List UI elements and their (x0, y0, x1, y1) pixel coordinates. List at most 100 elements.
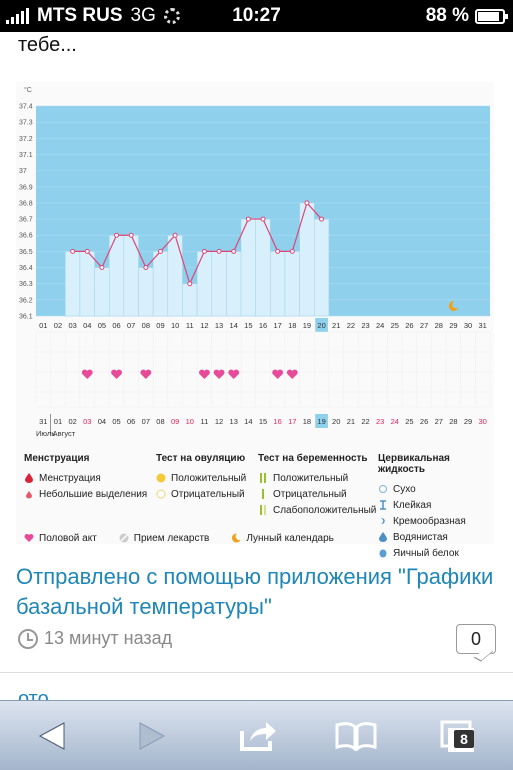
legend-cervical: Цервикальная жидкость Сухо Клейкая Кремо… (378, 453, 494, 561)
book-icon (335, 722, 377, 751)
heart-marker (272, 369, 284, 379)
date-label: 21 (347, 417, 355, 426)
cycle-day-label: 29 (449, 321, 457, 330)
legend-label: Менструация (39, 472, 101, 484)
y-tick-label: 37 (19, 168, 27, 175)
legend-label: Прием лекарств (133, 532, 210, 544)
cycle-day-label: 17 (273, 321, 281, 330)
small-drop-icon (26, 491, 32, 499)
legend-menstruation: Менструация Менструация Небольшие выделе… (24, 453, 147, 502)
bookmarks-button[interactable] (334, 715, 378, 757)
legend-label: Лунный календарь (246, 532, 334, 544)
temp-bar (226, 251, 242, 317)
share-button[interactable] (236, 715, 280, 757)
legend-ovulation: Тест на овуляцию Положительный Отрицател… (156, 453, 246, 502)
dry-icon (379, 485, 387, 493)
temp-point (99, 265, 105, 271)
cycle-day-label: 06 (112, 321, 120, 330)
date-label: 26 (420, 417, 428, 426)
heart-marker (213, 369, 225, 379)
temp-bar (314, 218, 330, 317)
watery-icon (379, 532, 387, 542)
tabs-count-badge: 8 (454, 730, 474, 748)
temp-point (172, 232, 178, 238)
date-label: 20 (332, 417, 340, 426)
date-label: 17 (288, 417, 296, 426)
date-label: 23 (376, 417, 384, 426)
heart-marker (199, 369, 210, 379)
date-label: 28 (449, 417, 457, 426)
date-label: 12 (215, 417, 223, 426)
y-tick-label: 36.2 (19, 297, 33, 304)
cycle-day-label: 02 (54, 321, 62, 330)
temp-point (157, 248, 163, 254)
cycle-day-label: 10 (171, 321, 179, 330)
legend-heading: Менструация (24, 453, 90, 464)
temp-point (84, 248, 90, 254)
date-label: 29 (464, 417, 472, 426)
temp-bar (240, 218, 256, 317)
empty-circle-icon (156, 489, 166, 499)
clock-icon (18, 628, 38, 649)
temp-point (216, 248, 222, 254)
cycle-day-label: 09 (156, 321, 164, 330)
cycle-day-label: 19 (303, 321, 311, 330)
post-meta: 13 минут назад (18, 628, 172, 649)
chart-legend: Менструация Менструация Небольшие выделе… (16, 445, 494, 559)
cycle-day-label: 07 (127, 321, 135, 330)
double-stripe-icon (260, 473, 266, 483)
temp-point (128, 232, 134, 238)
cycle-day-label: 25 (391, 321, 399, 330)
legend-label: Положительный (273, 472, 349, 484)
cycle-day-label: 24 (376, 321, 384, 330)
temp-bar (270, 251, 286, 317)
date-label: 14 (244, 417, 252, 426)
date-label: 07 (142, 417, 150, 426)
network: 3G (130, 5, 156, 26)
y-unit: °C (24, 86, 32, 94)
cycle-day-label: 22 (347, 321, 355, 330)
date-label: 31 (39, 417, 47, 426)
cycle-day-label: 21 (332, 321, 340, 330)
temp-bar (152, 251, 169, 317)
faint-stripe-icon (260, 505, 266, 515)
moon-icon (232, 533, 241, 543)
creamy-icon (381, 518, 385, 524)
date-label: 15 (259, 417, 267, 426)
comments-count-button[interactable]: 0 (456, 624, 496, 654)
date-label: 02 (68, 417, 76, 426)
activity-spinner-icon (163, 8, 180, 24)
legend-label: Водянистая (393, 531, 448, 543)
legend-label: Слабоположительный (273, 504, 377, 516)
legend-label: Отрицательный (273, 488, 347, 500)
post-title-link[interactable]: Отправлено с помощью приложения "Графики… (16, 564, 494, 619)
share-icon (240, 722, 276, 751)
y-tick-label: 36.9 (19, 184, 33, 191)
egg-white-icon (379, 549, 387, 558)
temp-point (201, 248, 207, 254)
temp-point (231, 248, 237, 254)
date-label: 03 (83, 417, 91, 426)
temp-bar (167, 234, 183, 317)
cycle-day-label: 18 (288, 321, 296, 330)
post-text-fragment: тебе... (18, 34, 77, 56)
bbt-chart-panel: °C 37.4 37.3 37.2 37.1 37 36.9 36.8 36.7 36.6 36.5… (16, 82, 494, 544)
temp-point (289, 248, 295, 254)
y-tick-label: 37.4 (19, 104, 33, 111)
temp-point (114, 232, 120, 238)
date-label: 22 (361, 417, 369, 426)
moon-icon (448, 300, 459, 311)
heart-icon (24, 534, 34, 542)
legend-label: Сухо (393, 483, 416, 495)
y-tick-label: 37.2 (19, 136, 33, 143)
y-tick-label: 36.3 (19, 281, 33, 288)
forward-button[interactable] (130, 715, 174, 757)
cycle-day-label: 31 (479, 321, 487, 330)
legend-label: Яичный белок (393, 547, 459, 559)
cycle-day-label: 05 (98, 321, 106, 330)
cycle-day-label: 13 (215, 321, 223, 330)
status-bar: MTS RUS 3G 10:27 88 % (0, 0, 513, 32)
date-label: 06 (127, 417, 135, 426)
back-button[interactable] (30, 715, 74, 757)
heart-marker (140, 369, 152, 379)
